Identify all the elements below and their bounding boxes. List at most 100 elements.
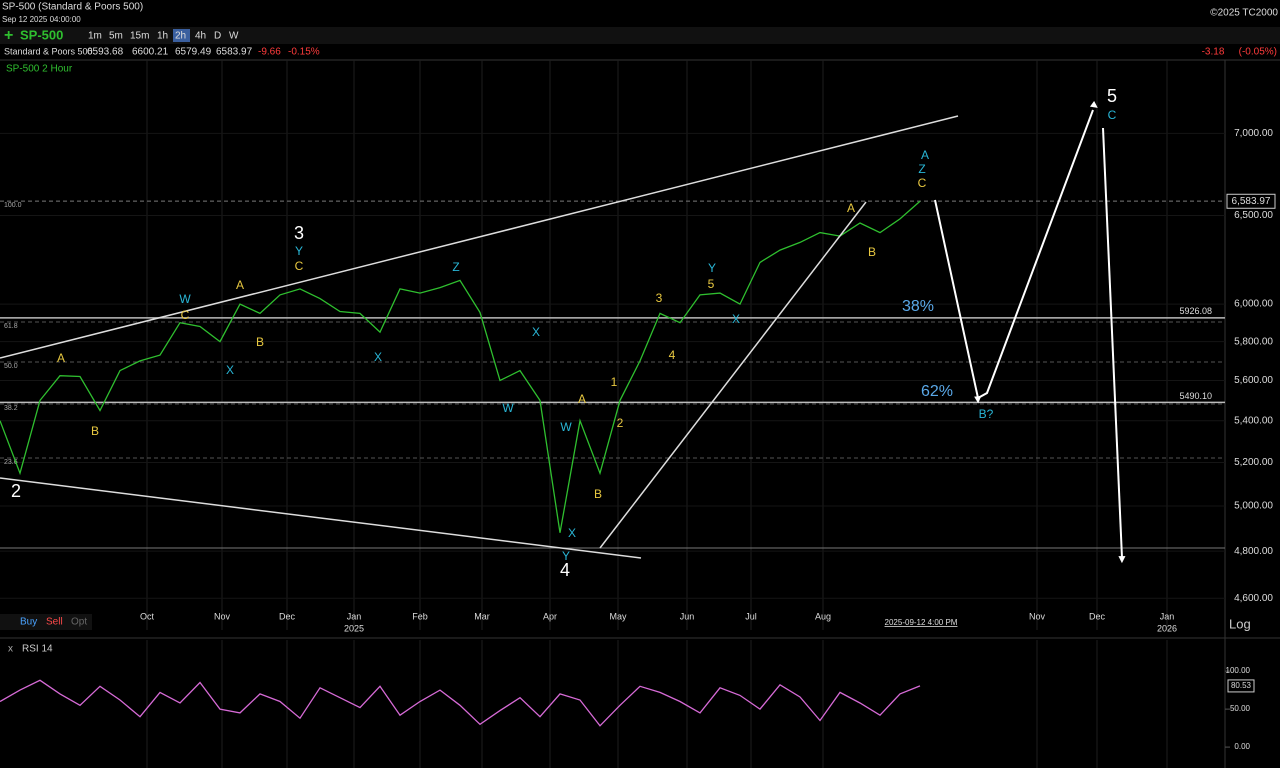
x-tick-label: Aug	[815, 611, 831, 621]
rsi-last-tag	[1227, 679, 1255, 693]
symbol[interactable]: SP-500	[20, 27, 63, 42]
wave-label: A	[57, 351, 65, 365]
change-pct: -0.15%	[288, 47, 320, 58]
wave-label: 2	[617, 416, 624, 430]
wave-label: A	[921, 148, 929, 162]
wave-label: 4	[669, 348, 676, 362]
y-tick-label: 5,400.00	[1234, 415, 1273, 426]
x-tick-label: Jan	[1160, 611, 1175, 621]
wave-label: A	[578, 392, 586, 406]
buy-button[interactable]: Buy	[20, 617, 37, 628]
cursor-date: 2025-09-12 4:00 PM	[885, 618, 958, 627]
wave-label: A	[847, 201, 855, 215]
fib-label: 50.0	[4, 363, 18, 370]
timeframe-button[interactable]: D	[214, 31, 221, 42]
x-tick-label: Dec	[279, 611, 296, 621]
wave-label: X	[732, 312, 740, 326]
timeframe-button[interactable]: 15m	[130, 31, 149, 42]
wave-label: Y	[708, 261, 716, 275]
x-tick-label: Nov	[214, 611, 231, 621]
after-change: -3.18	[1202, 47, 1225, 58]
y-tick-label: 7,000.00	[1234, 128, 1273, 139]
arrow-head: ▼	[1116, 552, 1128, 566]
timeframe-button[interactable]: 2h	[175, 31, 186, 42]
chart-title: SP-500 2 Hour	[6, 64, 73, 75]
timeframe-button[interactable]: 5m	[109, 31, 123, 42]
fib-label: 61.8	[4, 323, 18, 330]
wave-label: 5	[1107, 86, 1117, 106]
wave-label: C	[181, 308, 190, 322]
wave-label: Y	[562, 549, 570, 563]
rsi-last-label: 80.53	[1231, 681, 1252, 690]
log-toggle[interactable]: Log	[1229, 616, 1251, 631]
order-buttons	[0, 614, 92, 630]
wave-label: 4	[560, 560, 570, 580]
sell-button[interactable]: Sell	[46, 617, 63, 628]
wave-label: X	[374, 350, 382, 364]
x-tick-label: May	[609, 611, 627, 621]
fib-label: 38.2	[4, 405, 18, 412]
wave-label: C	[1108, 108, 1117, 122]
x-tick-label: Jan	[347, 611, 362, 621]
last-price-label: 6,583.97	[1232, 196, 1271, 207]
wave-label: B	[868, 245, 876, 259]
series-line	[0, 200, 921, 533]
close-indicator[interactable]: x	[8, 644, 13, 655]
high: 6600.21	[132, 47, 169, 58]
y-tick-label: 6,500.00	[1234, 210, 1273, 221]
wave-label: X	[568, 526, 576, 540]
forecast-path	[1102, 127, 1123, 559]
x-tick-label: Jun	[680, 611, 695, 621]
timeframe-button[interactable]: W	[229, 31, 239, 42]
wave-label: W	[179, 292, 191, 306]
y-tick-label: 4,800.00	[1234, 546, 1273, 557]
timeframe-active	[173, 29, 190, 42]
add-icon[interactable]: +	[4, 27, 13, 44]
timestamp: Sep 12 2025 04:00:00	[2, 15, 81, 24]
wave-label: C	[295, 259, 304, 273]
wave-label: Z	[918, 162, 925, 176]
x-tick-label: Apr	[543, 611, 557, 621]
wave-label: 3	[294, 223, 304, 243]
open: 6593.68	[87, 47, 124, 58]
x-tick-label: Oct	[140, 611, 155, 621]
y-tick-label: 5,600.00	[1234, 375, 1273, 386]
wave-label: X	[532, 325, 540, 339]
wave-label: C	[918, 176, 927, 190]
y-tick-label: 5,800.00	[1234, 336, 1273, 347]
rsi-tick-label: 50.00	[1230, 704, 1251, 713]
opt-button[interactable]: Opt	[71, 617, 87, 628]
security-name: Standard & Poors 500	[4, 46, 93, 56]
trendline	[599, 201, 867, 549]
rsi-tick-label: 0.00	[1234, 742, 1250, 751]
wave-label: B	[594, 487, 602, 501]
wave-label: 1	[611, 375, 618, 389]
fib-label: 100.0	[4, 202, 22, 209]
timeframe-button[interactable]: 1h	[157, 31, 168, 42]
low: 6579.49	[175, 47, 212, 58]
year-label: 2026	[1157, 623, 1177, 633]
rsi-tick-label: 100.00	[1226, 666, 1251, 675]
wave-label: 38%	[902, 298, 934, 315]
change: -9.66	[258, 47, 281, 58]
window-title: SP-500 (Standard & Poors 500)	[2, 2, 143, 13]
y-tick-label: 5,200.00	[1234, 457, 1273, 468]
wave-label: W	[502, 401, 514, 415]
timeframe-button[interactable]: 1m	[88, 31, 102, 42]
timeframe-button[interactable]: 4h	[195, 31, 206, 42]
year-label: 2025	[344, 623, 364, 633]
level-label: 5926.08	[1179, 306, 1212, 316]
last-price-tag	[1226, 193, 1276, 209]
after-pct: (-0.05%)	[1239, 47, 1277, 58]
x-tick-label: Mar	[474, 611, 490, 621]
wave-label: 3	[656, 291, 663, 305]
fib-label: 23.6	[4, 459, 18, 466]
trendline	[0, 477, 642, 559]
toolbar	[0, 27, 1280, 44]
arrow-head: ▼	[972, 392, 985, 407]
level-label: 5490.10	[1179, 391, 1212, 401]
wave-label: 2	[11, 481, 21, 501]
y-tick-label: 4,600.00	[1234, 593, 1273, 604]
